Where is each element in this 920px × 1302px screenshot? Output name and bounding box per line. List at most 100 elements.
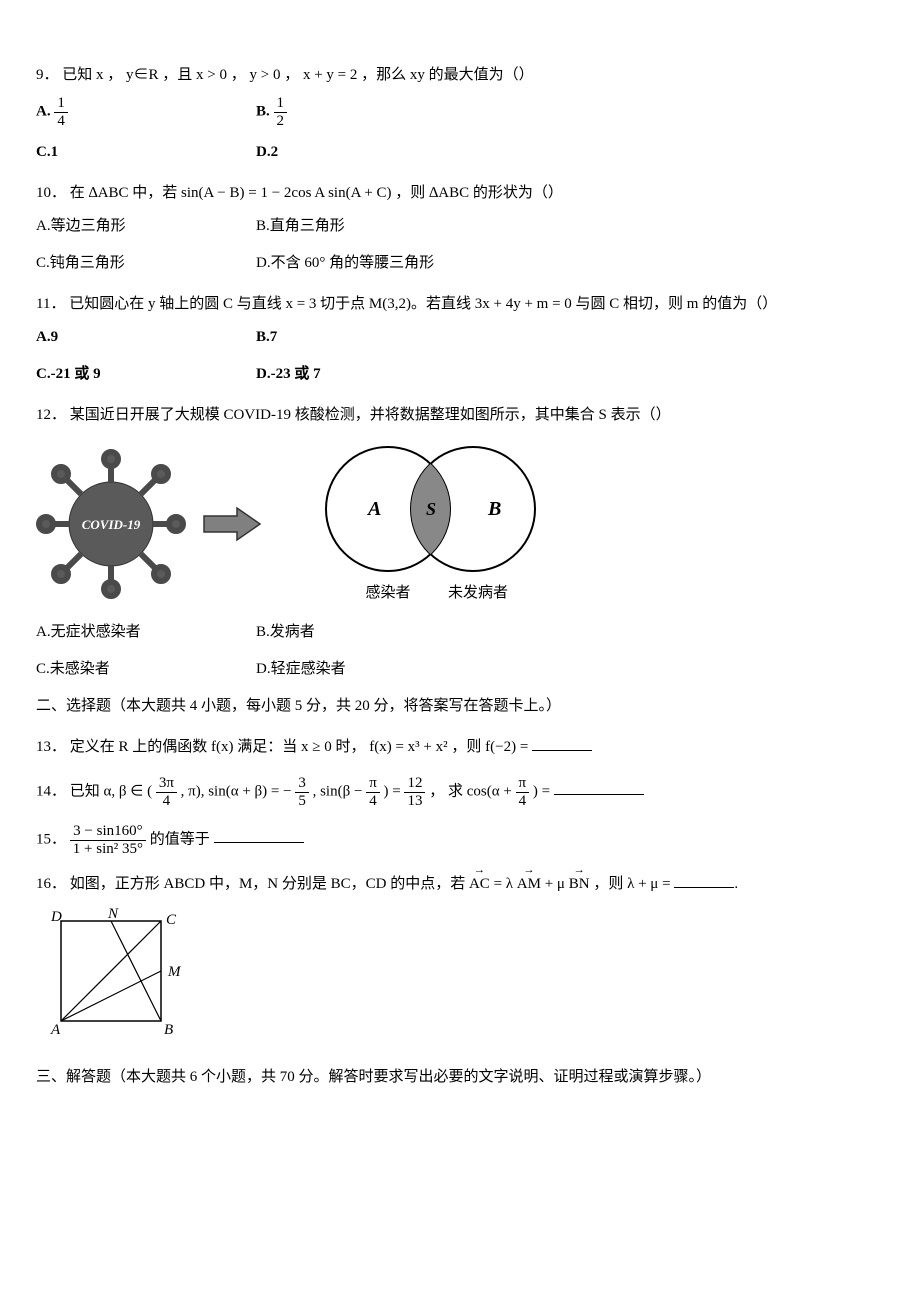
fraction: 35 [295,775,309,809]
q11-b-text: B.7 [256,329,277,345]
q11-opt-a: A.9 [36,324,256,351]
q10-opt-d: D.不含 60° 角的等腰三角形 [256,250,476,277]
q10-opt-a: A.等边三角形 [36,213,256,240]
venn-label-b: B [487,498,501,520]
label-n: N [107,906,119,922]
q16-figure: D N C M A B [36,906,884,1056]
denominator: 13 [404,793,425,810]
q12-opt-a: A.无症状感染者 [36,619,256,646]
q9-opt-b: B. 1 2 [256,95,476,129]
q10-opt-b: B.直角三角形 [256,213,476,240]
vector-bn: BN [569,871,590,898]
q15-blank [214,827,304,843]
denominator: 4 [156,793,177,810]
q11-opt-c: C.-21 或 9 [36,361,256,388]
label-a: A [50,1022,61,1038]
q12-options-row2: C.未感染者 D.轻症感染者 [36,656,884,683]
numerator: 12 [404,775,425,793]
q16: 16． 如图，正方形 ABCD 中，M，N 分别是 BC，CD 的中点，若 AC… [36,871,884,898]
q14-mid5: ) = [533,783,554,799]
q11-d-text: D.-23 或 7 [256,366,321,382]
q14-blank [554,779,644,795]
section-2-heading: 二、选择题（本大题共 4 小题，每小题 5 分，共 20 分，将答案写在答题卡上… [36,693,884,720]
q11-a-text: A.9 [36,329,58,345]
q16-plus: + μ [545,876,565,892]
q12: 12． 某国近日开展了大规模 COVID-19 核酸检测，并将数据整理如图所示，… [36,402,884,429]
q12-figure: COVID-19 A S B 感染者 未发病者 [36,439,884,609]
virus-label: COVID-19 [82,517,141,532]
q9-c-text: C.1 [36,144,58,160]
q10-options-row1: A.等边三角形 B.直角三角形 [36,213,884,240]
q10-number: 10． [36,185,66,201]
q9-number: 9． [36,67,59,83]
denominator: 1 + sin² 35° [70,841,146,858]
q9-opt-a: A. 1 4 [36,95,256,129]
q13: 13． 定义在 R 上的偶函数 f(x) 满足：当 x ≥ 0 时， f(x) … [36,734,884,761]
q11-c-text: C.-21 或 9 [36,366,101,382]
q16-tail: ，则 λ + μ = [593,876,674,892]
q16-eq: = λ [494,876,513,892]
q10-opt-c: C.钝角三角形 [36,250,256,277]
fraction: 3 − sin160° 1 + sin² 35° [70,823,146,857]
q10: 10． 在 ∆ABC 中，若 sin(A − B) = 1 − 2cos A s… [36,180,884,207]
denominator: 4 [54,113,68,130]
q12-opt-d: D.轻症感染者 [256,656,476,683]
q14-mid4: ， 求 cos(α + [429,783,515,799]
denominator: 4 [366,793,380,810]
q10-text: 在 ∆ABC 中，若 sin(A − B) = 1 − 2cos A sin(A… [70,185,563,201]
q11: 11． 已知圆心在 y 轴上的圆 C 与直线 x = 3 切于点 M(3,2)。… [36,291,884,318]
q14-number: 14． [36,783,66,799]
q11-text: 已知圆心在 y 轴上的圆 C 与直线 x = 3 切于点 M(3,2)。若直线 … [69,296,777,312]
numerator: π [366,775,380,793]
fraction: 1 2 [274,95,288,129]
fraction: π4 [366,775,380,809]
section-3-heading: 三、解答题（本大题共 6 个小题，共 70 分。解答时要求写出必要的文字说明、证… [36,1064,884,1091]
venn-label-a: A [366,498,381,520]
q14: 14． 已知 α, β ∈ ( 3π4 , π), sin(α + β) = −… [36,775,884,809]
venn-right-label: 未发病者 [448,584,508,601]
numerator: 1 [274,95,288,113]
label-m: M [167,964,182,980]
q11-options-row2: C.-21 或 9 D.-23 或 7 [36,361,884,388]
q11-number: 11． [36,296,65,312]
q12-opt-b: B.发病者 [256,619,476,646]
q15-number: 15． [36,831,66,847]
q13-number: 13． [36,739,66,755]
q9-b-prefix: B. [256,103,270,119]
label-c: C [166,912,177,928]
q14-pre: 已知 α, β ∈ ( [70,783,152,799]
q12-options-row1: A.无症状感染者 B.发病者 [36,619,884,646]
q10-options-row2: C.钝角三角形 D.不含 60° 角的等腰三角形 [36,250,884,277]
fraction: π4 [516,775,530,809]
q14-mid1: , π), sin(α + β) = − [181,783,292,799]
label-b: B [164,1022,173,1038]
denominator: 5 [295,793,309,810]
fraction: 1 4 [54,95,68,129]
q15-tail: 的值等于 [150,831,214,847]
q9-opt-d: D.2 [256,139,476,166]
venn-label-s: S [426,499,436,519]
q16-pre: 如图，正方形 ABCD 中，M，N 分别是 BC，CD 的中点，若 [70,876,469,892]
covid-virus-icon: COVID-19 [36,449,186,599]
denominator: 2 [274,113,288,130]
fraction: 1213 [404,775,425,809]
numerator: 3π [156,775,177,793]
q9: 9． 已知 x ， y∈R ，且 x > 0 ， y > 0 ， x + y =… [36,62,884,89]
q9-a-prefix: A. [36,103,51,119]
q9-options-row1: A. 1 4 B. 1 2 [36,95,884,129]
numerator: 1 [54,95,68,113]
vector-am: AM [517,871,541,898]
q16-blank [674,872,734,888]
venn-diagram: A S B 感染者 未发病者 [278,439,578,609]
denominator: 4 [516,793,530,810]
q9-opt-c: C.1 [36,139,256,166]
q14-mid2: , sin(β − [313,783,367,799]
q13-text: 定义在 R 上的偶函数 f(x) 满足：当 x ≥ 0 时， f(x) = x³… [70,739,532,755]
q12-number: 12． [36,407,66,423]
numerator: 3 − sin160° [70,823,146,841]
venn-left-label: 感染者 [365,584,410,601]
fraction: 3π4 [156,775,177,809]
arrow-icon [202,504,262,544]
numerator: π [516,775,530,793]
q12-text: 某国近日开展了大规模 COVID-19 核酸检测，并将数据整理如图所示，其中集合… [70,407,671,423]
